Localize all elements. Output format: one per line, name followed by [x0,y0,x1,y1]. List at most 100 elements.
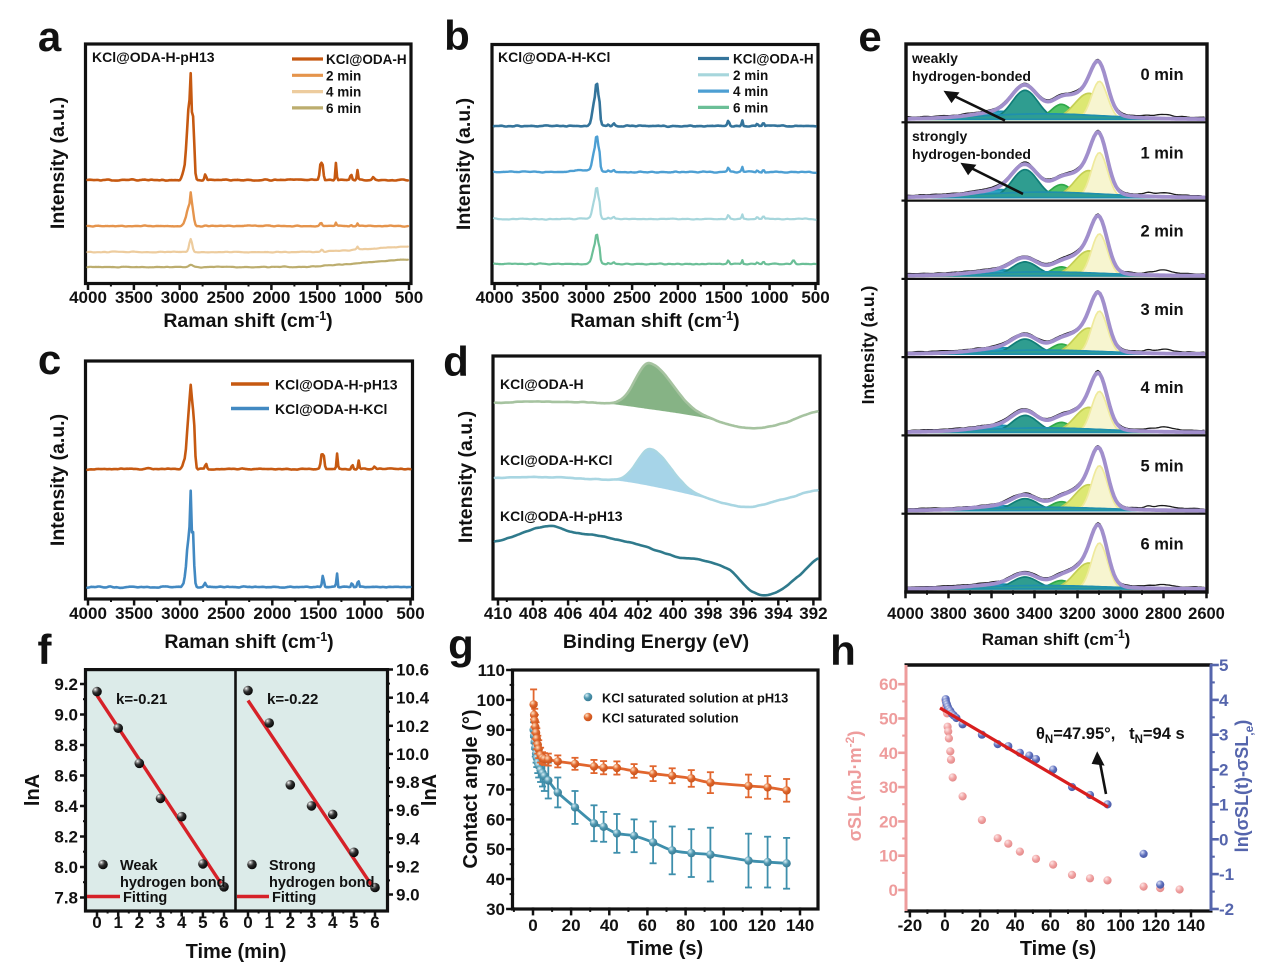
svg-text:140: 140 [1177,916,1205,935]
svg-text:500: 500 [801,288,829,307]
svg-text:40: 40 [600,916,619,935]
svg-text:500: 500 [396,604,424,623]
svg-text:-2: -2 [1219,900,1234,919]
svg-text:KCl saturated solution: KCl saturated solution [602,711,739,726]
svg-text:1000: 1000 [345,604,383,623]
svg-text:8.4: 8.4 [54,797,78,816]
svg-text:398: 398 [694,604,722,623]
svg-text:KCl@ODA-H-pH13: KCl@ODA-H-pH13 [500,508,623,524]
svg-text:h: h [830,627,856,674]
svg-text:4000: 4000 [69,288,107,307]
svg-text:3400: 3400 [1016,605,1053,623]
svg-text:lnA: lnA [419,774,441,806]
svg-text:3600: 3600 [973,605,1010,623]
svg-text:7.8: 7.8 [54,889,78,908]
svg-text:30: 30 [879,778,898,797]
svg-text:Time (s): Time (s) [627,938,703,960]
svg-text:3500: 3500 [115,604,153,623]
svg-text:2 min: 2 min [1140,223,1183,241]
svg-text:8.2: 8.2 [54,828,78,847]
svg-text:KCl@ODA-H: KCl@ODA-H [326,52,407,67]
svg-text:1500: 1500 [299,604,337,623]
svg-text:3: 3 [307,913,316,932]
svg-text:2000: 2000 [659,288,697,307]
svg-text:0: 0 [940,916,949,935]
svg-text:Raman shift (cm-1): Raman shift (cm-1) [982,627,1131,649]
svg-text:60: 60 [879,675,898,694]
svg-text:90: 90 [486,721,505,740]
svg-text:KCl@ODA-H: KCl@ODA-H [733,52,814,67]
svg-text:80: 80 [676,916,695,935]
svg-text:2 min: 2 min [733,68,768,83]
svg-text:1000: 1000 [344,288,382,307]
svg-text:80: 80 [486,751,505,770]
svg-text:hydrogen-bonded: hydrogen-bonded [912,68,1031,84]
svg-text:4: 4 [328,913,338,932]
svg-text:410: 410 [484,604,512,623]
svg-text:4000: 4000 [887,605,924,623]
svg-text:Raman shift (cm-1): Raman shift (cm-1) [570,309,739,332]
svg-text:50: 50 [486,840,505,859]
svg-text:8.8: 8.8 [54,736,78,755]
svg-text:Time (min): Time (min) [186,941,287,963]
svg-text:6: 6 [370,913,379,932]
svg-text:9.2: 9.2 [54,675,78,694]
svg-text:0: 0 [528,916,537,935]
svg-text:Strong: Strong [269,858,316,874]
svg-text:4000: 4000 [69,604,107,623]
svg-text:lnA: lnA [22,774,44,806]
svg-text:hydrogen-bonded: hydrogen-bonded [912,146,1031,162]
svg-text:hydrogen bond: hydrogen bond [269,875,375,891]
svg-text:4 min: 4 min [326,85,361,100]
svg-text:Intensity (a.u.): Intensity (a.u.) [453,98,475,230]
svg-text:4 min: 4 min [733,84,768,99]
svg-text:9.8: 9.8 [396,773,420,792]
svg-text:40: 40 [1006,916,1025,935]
svg-text:3: 3 [156,913,165,932]
svg-text:Fitting: Fitting [123,890,167,906]
svg-text:1 min: 1 min [1140,144,1183,162]
svg-text:1000: 1000 [751,288,789,307]
svg-text:2800: 2800 [1145,605,1182,623]
svg-text:50: 50 [879,710,898,729]
svg-text:406: 406 [554,604,582,623]
svg-text:0: 0 [889,881,898,900]
svg-text:1500: 1500 [705,288,743,307]
svg-text:KCl saturated solution at pH13: KCl saturated solution at pH13 [602,691,788,706]
svg-text:Intensity (a.u.): Intensity (a.u.) [47,414,69,546]
svg-text:3000: 3000 [161,604,199,623]
svg-text:θN=47.95°, tN=94 s: θN=47.95°, tN=94 s [1036,725,1185,746]
svg-text:0: 0 [243,913,252,932]
svg-text:0: 0 [92,913,101,932]
svg-text:d: d [443,338,469,385]
svg-text:2600: 2600 [1188,605,1225,623]
svg-text:2500: 2500 [613,288,651,307]
svg-text:σSL (mJ·m-2): σSL (mJ·m-2) [843,731,865,842]
svg-text:2500: 2500 [207,604,245,623]
svg-text:KCl@ODA-H-pH13: KCl@ODA-H-pH13 [92,49,215,65]
svg-text:4: 4 [177,913,187,932]
svg-text:10: 10 [879,847,898,866]
svg-text:Raman shift (cm-1): Raman shift (cm-1) [163,309,332,332]
svg-text:Intensity (a.u.): Intensity (a.u.) [47,97,69,229]
svg-text:30: 30 [486,900,505,919]
svg-text:20: 20 [879,812,898,831]
svg-text:KCl@ODA-H-KCl: KCl@ODA-H-KCl [275,401,387,417]
svg-text:6: 6 [219,913,228,932]
svg-text:110: 110 [478,661,505,680]
svg-text:396: 396 [729,604,757,623]
svg-text:5: 5 [349,913,358,932]
svg-text:-20: -20 [898,916,923,935]
svg-text:3500: 3500 [521,288,559,307]
svg-text:392: 392 [799,604,827,623]
svg-text:3: 3 [1219,726,1228,745]
svg-text:a: a [38,13,62,60]
svg-text:-1: -1 [1219,865,1234,884]
svg-text:b: b [444,12,470,59]
svg-text:Raman shift (cm-1): Raman shift (cm-1) [164,630,333,653]
svg-text:408: 408 [519,604,547,623]
svg-text:Weak: Weak [120,858,159,874]
svg-text:10.2: 10.2 [396,717,429,736]
svg-text:Time (s): Time (s) [1020,938,1096,960]
svg-text:8.0: 8.0 [54,858,78,877]
